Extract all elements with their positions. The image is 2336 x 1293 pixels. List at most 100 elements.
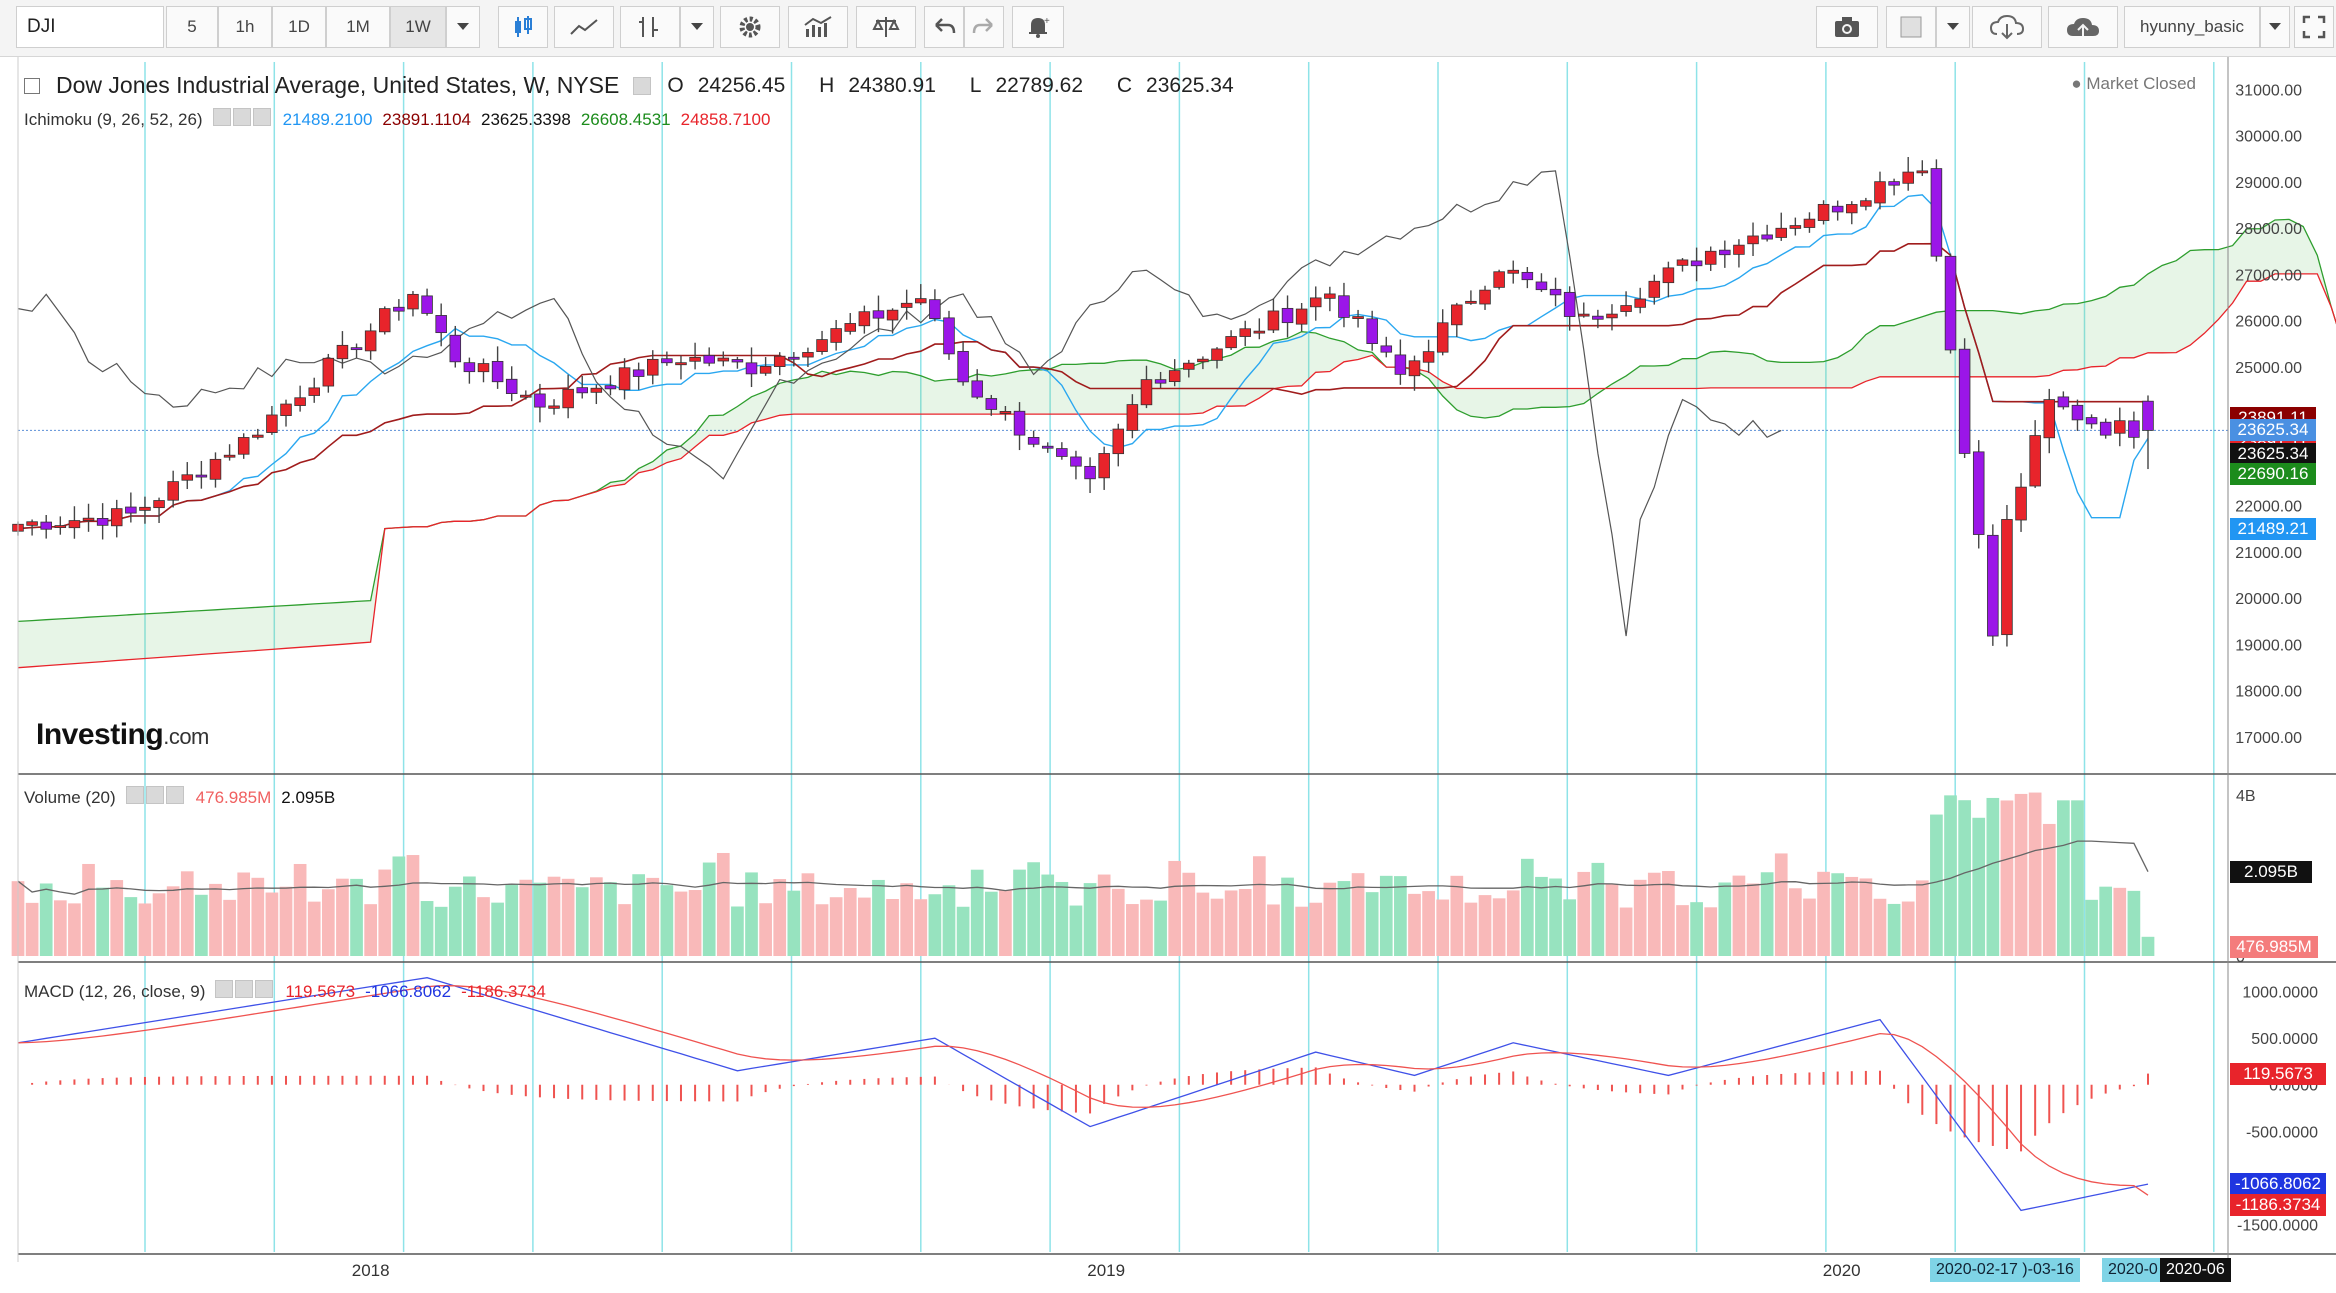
candle-body [336,344,349,360]
volume-bar [914,899,928,956]
candle-body [1789,225,1802,229]
candle-body [1267,310,1280,331]
candle-body [1733,244,1745,255]
volume-bar [956,906,970,956]
volume-bar [152,893,166,956]
ichimoku-name[interactable]: Ichimoku (9, 26, 52, 26) [24,109,203,129]
brand-name: Investing [36,718,164,751]
interval-button-1D[interactable]: 1D [272,6,326,48]
line-chart-icon[interactable] [554,6,614,48]
macd-name[interactable]: MACD (12, 26, close, 9) [24,981,206,1001]
volume-legend: Volume (20) 476.985M 2.095B [24,786,335,809]
volume-bar [2085,899,2098,956]
volume-bar [1097,874,1111,956]
candle-body [1987,534,1999,637]
symbol-search-input[interactable] [16,6,164,48]
interval-button-1M[interactable]: 1M [326,6,390,48]
candles-icon[interactable] [498,6,548,48]
close-label: C [1116,73,1133,97]
volume-bar [1704,907,1718,956]
price-tick-label: 26000.00 [2235,314,2302,331]
legend-controls[interactable] [212,108,273,131]
studies-icon[interactable] [788,6,848,48]
volume-last-tag: 476.985M [2230,935,2318,958]
camera-icon[interactable] [1816,6,1878,48]
undo-icon[interactable] [924,6,964,48]
redo-icon[interactable] [964,6,1004,48]
alert-icon[interactable]: + [1012,6,1064,48]
volume-bar [1647,872,1661,956]
volume-bar [970,869,984,956]
chikou-line [17,170,1782,637]
candle-body [1084,465,1096,480]
compare-icon[interactable] [856,6,916,48]
cloud-download-icon[interactable] [1972,6,2042,48]
candle-body [1112,428,1125,455]
candle-body [1860,200,1872,207]
collapse-icon[interactable] [24,77,40,94]
candle-body [1493,271,1505,288]
candle-body [844,323,857,332]
volume-bar [321,889,335,956]
interval-button-1h[interactable]: 1h [218,6,272,48]
candle-body [1324,293,1336,299]
candle-body [463,362,476,373]
volume-bar [350,878,363,956]
volume-bars [11,792,2155,956]
candle-body [1507,269,1519,274]
candle-body [858,311,871,327]
volume-bar [25,902,39,956]
macd-signal-value: -1186.3734 [461,981,546,1001]
candle-body [1690,260,1703,267]
candle-body [520,394,532,398]
macd-signal-line [17,985,2149,1196]
candle-body [1451,304,1463,326]
candle-body [1803,218,1816,228]
candle-body [759,365,772,374]
fullscreen-icon[interactable] [2294,6,2334,48]
candle-body [618,367,631,391]
volume-bar [674,891,688,956]
volume-bar [251,877,265,956]
candle-body [1648,280,1661,298]
volume-bar [82,863,95,956]
candle-body [280,403,292,416]
candle-body [1563,291,1576,317]
kijun-value: 23891.1104 [382,109,471,129]
candle-body [209,458,222,480]
volume-bar [463,876,476,956]
interval-dropdown-icon[interactable] [446,6,480,48]
volume-bar [589,877,603,956]
legend-controls[interactable] [215,980,275,1003]
candle-body [1634,298,1646,308]
candle-body [407,293,419,310]
indicator-icon[interactable] [620,6,680,48]
volume-bar [1605,883,1619,956]
senkou-b-value: 24858.7100 [680,109,771,129]
color-dropdown-icon[interactable] [1936,6,1970,48]
legend-controls[interactable] [125,786,186,809]
volume-bar [1718,882,1732,956]
volume-bar [858,897,871,956]
volume-bar [604,882,617,956]
volume-name[interactable]: Volume (20) [24,787,116,807]
volume-bar [2141,936,2155,956]
interval-button-1W[interactable]: 1W [390,6,446,48]
volume-bar [1789,888,1802,956]
volume-bar [39,883,53,956]
candle-body [181,474,194,481]
dropdown-icon[interactable] [680,6,714,48]
interval-button-5[interactable]: 5 [166,6,218,48]
settings-icon[interactable] [720,6,780,48]
user-menu-button[interactable]: hyunny_basic [2124,6,2260,48]
volume-bar [1760,872,1774,956]
volume-bar [1619,907,1633,956]
user-dropdown-icon[interactable] [2260,6,2290,48]
cloud-upload-icon[interactable] [2048,6,2118,48]
volume-bar [1379,875,1393,956]
color-box-icon[interactable] [1886,6,1936,48]
candle-body [689,357,701,362]
volume-bar [561,878,575,956]
eye-icon[interactable] [633,76,652,95]
